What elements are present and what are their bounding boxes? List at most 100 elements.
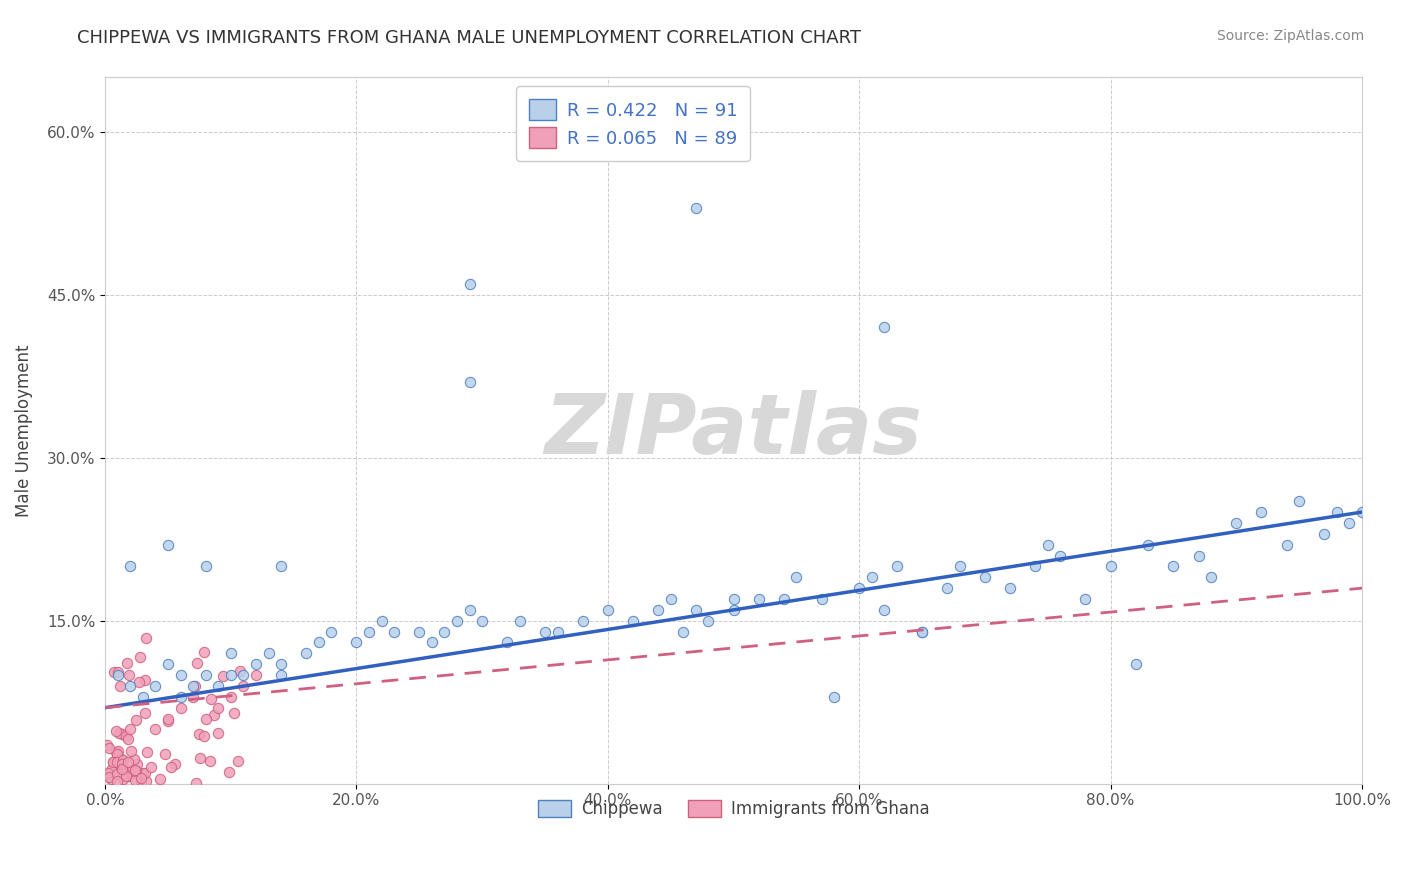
Point [785, 570, 807, 584]
Point [200, 754, 222, 768]
Point [471, 614, 494, 628]
Point [748, 592, 770, 607]
Point [659, 592, 682, 607]
Point [181, 679, 204, 693]
Point [156, 657, 179, 672]
Point [112, 764, 135, 779]
Point [100, 763, 122, 777]
Point [270, 668, 292, 682]
Point [111, 772, 134, 786]
Point [1163, 559, 1185, 574]
Point [134, 766, 156, 780]
Point [823, 690, 845, 704]
Point [218, 764, 240, 779]
Point [169, 668, 191, 682]
Legend: Chippewa, Immigrants from Ghana: Chippewa, Immigrants from Ghana [531, 793, 936, 825]
Point [873, 320, 896, 334]
Point [98, 741, 121, 756]
Point [723, 592, 745, 607]
Point [226, 754, 249, 768]
Point [647, 603, 669, 617]
Point [1074, 592, 1097, 607]
Point [1250, 505, 1272, 519]
Point [346, 635, 368, 649]
Point [911, 624, 934, 639]
Point [159, 760, 181, 774]
Point [245, 657, 267, 672]
Point [156, 538, 179, 552]
Point [496, 635, 519, 649]
Text: Source: ZipAtlas.com: Source: ZipAtlas.com [1216, 29, 1364, 43]
Point [194, 712, 217, 726]
Point [110, 763, 132, 777]
Point [111, 762, 134, 776]
Point [202, 708, 225, 723]
Point [1187, 549, 1209, 563]
Point [136, 745, 159, 759]
Point [1351, 505, 1374, 519]
Point [115, 729, 138, 743]
Point [108, 679, 131, 693]
Point [1024, 559, 1046, 574]
Point [848, 581, 870, 595]
Point [134, 706, 156, 721]
Point [188, 751, 211, 765]
Text: ZIPatlas: ZIPatlas [544, 390, 922, 471]
Point [193, 645, 215, 659]
Point [685, 201, 707, 215]
Point [420, 635, 443, 649]
Point [135, 631, 157, 645]
Point [169, 690, 191, 704]
Point [1313, 526, 1336, 541]
Point [96, 738, 118, 752]
Y-axis label: Male Unemployment: Male Unemployment [15, 344, 32, 516]
Point [104, 745, 127, 759]
Point [145, 723, 167, 737]
Point [115, 656, 138, 670]
Point [141, 759, 163, 773]
Point [270, 559, 292, 574]
Point [122, 752, 145, 766]
Point [120, 744, 142, 758]
Point [232, 668, 254, 682]
Point [1099, 559, 1122, 574]
Point [382, 624, 405, 639]
Point [270, 657, 292, 672]
Point [118, 765, 141, 780]
Point [134, 673, 156, 688]
Point [1049, 549, 1071, 563]
Point [111, 765, 134, 780]
Point [149, 772, 172, 786]
Point [125, 764, 148, 778]
Point [998, 581, 1021, 595]
Point [105, 755, 128, 769]
Point [135, 773, 157, 788]
Point [1326, 505, 1348, 519]
Point [97, 766, 120, 780]
Point [107, 665, 129, 680]
Text: CHIPPEWA VS IMMIGRANTS FROM GHANA MALE UNEMPLOYMENT CORRELATION CHART: CHIPPEWA VS IMMIGRANTS FROM GHANA MALE U… [77, 29, 862, 46]
Point [125, 713, 148, 727]
Point [120, 764, 142, 778]
Point [1125, 657, 1147, 672]
Point [1288, 494, 1310, 508]
Point [1199, 570, 1222, 584]
Point [308, 635, 330, 649]
Point [125, 757, 148, 772]
Point [772, 592, 794, 607]
Point [107, 743, 129, 757]
Point [672, 624, 695, 639]
Point [184, 775, 207, 789]
Point [105, 747, 128, 762]
Point [124, 763, 146, 777]
Point [169, 700, 191, 714]
Point [219, 690, 242, 704]
Point [187, 727, 209, 741]
Point [105, 724, 128, 739]
Point [128, 675, 150, 690]
Point [111, 726, 134, 740]
Point [697, 614, 720, 628]
Point [458, 603, 481, 617]
Point [911, 624, 934, 639]
Point [873, 603, 896, 617]
